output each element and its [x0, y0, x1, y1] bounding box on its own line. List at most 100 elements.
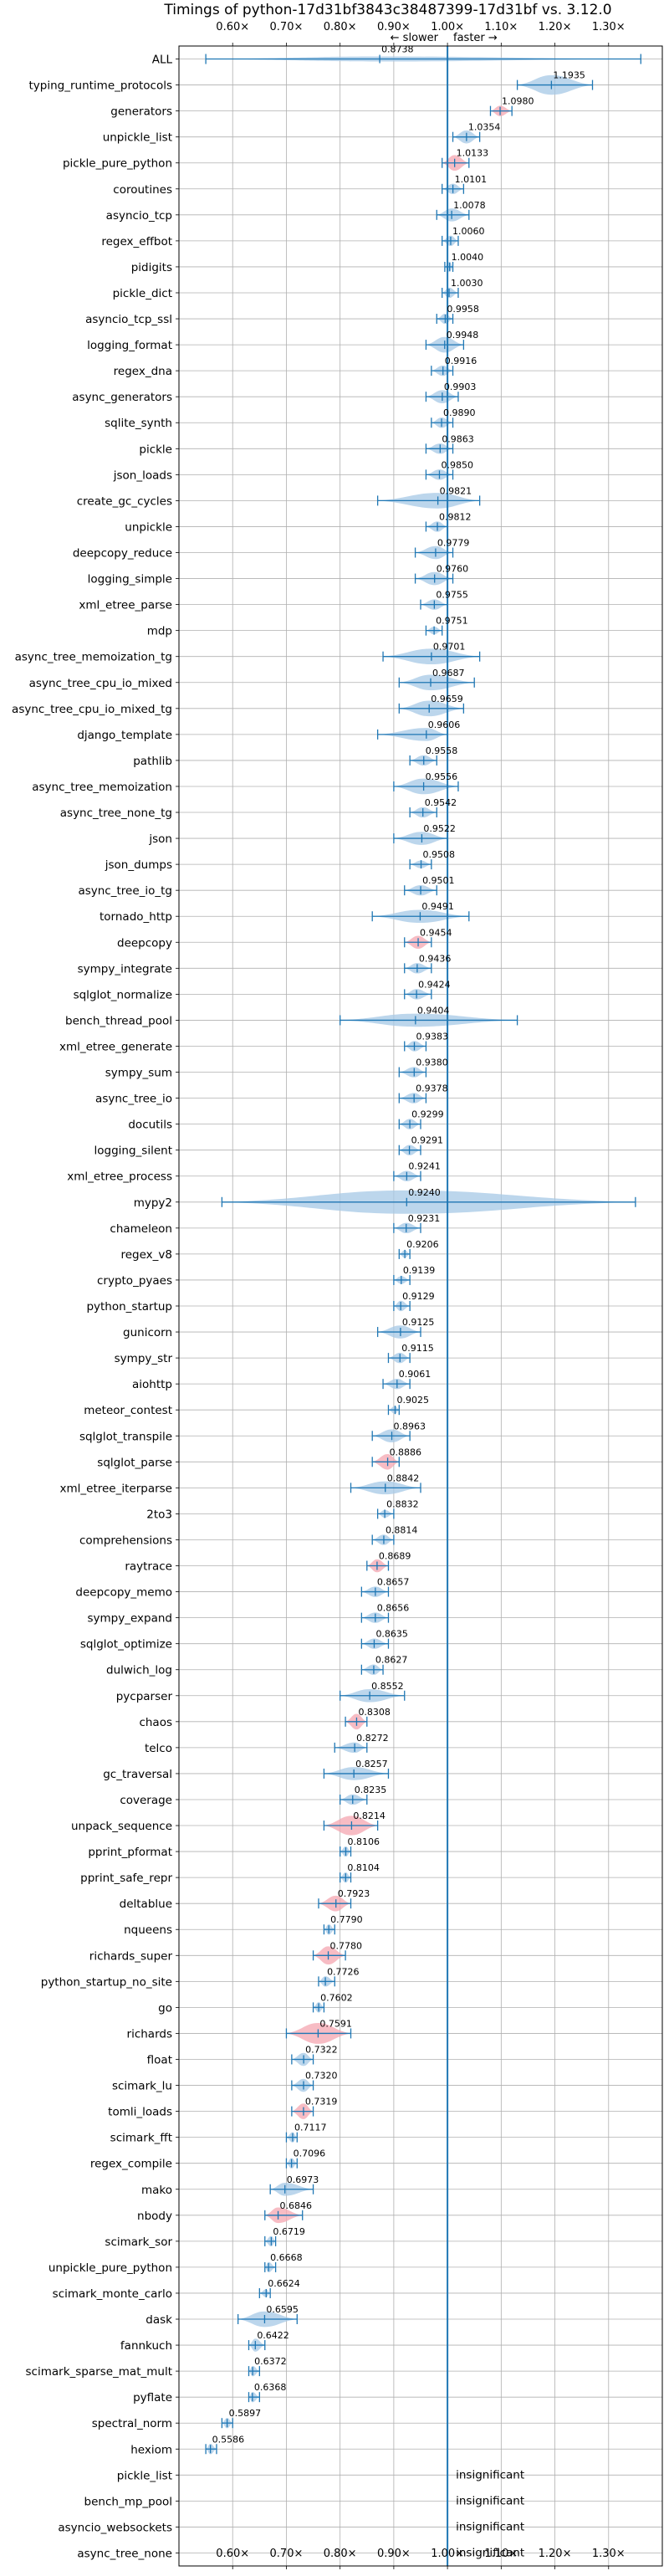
value-label: 0.7780 [330, 1940, 363, 1951]
benchmark-label: sqlglot_transpile [79, 1430, 172, 1443]
benchmark-label: sqlglot_normalize [74, 988, 172, 1001]
benchmark-label: tomli_loads [108, 2106, 172, 2119]
value-label: 0.8106 [347, 1836, 380, 1847]
benchmark-label: logging_silent [94, 1145, 172, 1158]
benchmark-label: deepcopy [117, 936, 172, 950]
value-label: 0.9501 [422, 875, 455, 886]
value-label: 0.6973 [287, 2174, 319, 2185]
benchmark-label: async_tree_none [77, 2547, 172, 2560]
x-tick-label-top: 0.80× [324, 21, 357, 33]
benchmark-label: deepcopy_memo [75, 1586, 172, 1600]
value-label: 0.9850 [441, 459, 473, 470]
value-label: 0.7726 [327, 1966, 360, 1977]
benchmark-label: regex_compile [90, 2158, 172, 2171]
value-label: 0.9863 [442, 433, 474, 444]
value-label: 0.7602 [320, 1992, 353, 2003]
value-label: 0.9821 [440, 485, 472, 496]
value-label: 0.9760 [437, 564, 469, 575]
benchmark-label: typing_runtime_protocols [29, 79, 173, 93]
value-label: 0.6846 [280, 2200, 313, 2211]
benchmark-label: pprint_safe_repr [80, 1872, 172, 1885]
value-label: 0.5897 [229, 2408, 262, 2419]
benchmark-label: xml_etree_parse [79, 599, 172, 612]
value-label: 0.9606 [428, 720, 461, 730]
value-label: 0.7923 [338, 1888, 370, 1899]
benchmark-label: asyncio_websockets [58, 2521, 172, 2534]
value-label: 0.8257 [355, 1759, 388, 1769]
benchmark-label: fannkuch [120, 2339, 172, 2353]
benchmark-label: nqueens [124, 1923, 172, 1937]
x-tick-label-top: 1.00× [431, 21, 464, 33]
value-label: 0.9659 [431, 694, 463, 704]
value-label: 0.8272 [356, 1733, 389, 1744]
violins [205, 46, 641, 2566]
benchmark-label: raytrace [125, 1560, 172, 1574]
benchmark-label: sqlglot_optimize [80, 1638, 172, 1652]
benchmark-label: sqlite_synth [105, 417, 172, 430]
value-label: 0.8635 [375, 1629, 408, 1640]
benchmark-label: async_tree_memoization_tg [15, 651, 172, 664]
benchmark-label: mdp [147, 625, 172, 638]
value-label: 0.7591 [319, 2018, 352, 2029]
value-label: 0.9240 [408, 1187, 441, 1198]
value-label: 0.9231 [408, 1213, 441, 1224]
value-label: 1.0101 [455, 174, 488, 185]
benchmark-label: unpickle [125, 520, 172, 534]
value-label: 0.6368 [254, 2382, 287, 2393]
benchmark-label: chameleon [110, 1222, 172, 1236]
value-label: 0.8657 [377, 1577, 410, 1588]
benchmark-label: regex_dna [114, 365, 172, 378]
benchmark-label: pickle [139, 443, 172, 456]
value-label: 0.6595 [266, 2304, 299, 2315]
benchmark-label: float [147, 2053, 172, 2066]
benchmark-label: django_template [77, 729, 172, 742]
value-label: 0.7320 [305, 2071, 338, 2082]
value-label: 0.7096 [294, 2148, 326, 2159]
value-label: 0.6624 [268, 2278, 300, 2289]
benchmark-label: sqlglot_parse [97, 1456, 172, 1469]
x-tick-label-top: 0.60× [216, 21, 249, 33]
benchmark-label: hexiom [130, 2443, 172, 2456]
benchmark-label: scimark_sor [105, 2235, 172, 2249]
x-tick-label-top: 1.10× [484, 21, 518, 33]
benchmark-label: bench_thread_pool [65, 1014, 172, 1027]
value-label: 0.8738 [381, 44, 414, 55]
value-label: 1.0078 [453, 200, 486, 211]
benchmark-label: create_gc_cycles [77, 494, 172, 508]
benchmark-label: pycparser [116, 1690, 173, 1703]
benchmark-label: unpickle_list [103, 131, 172, 145]
benchmark-label: regex_effbot [101, 235, 172, 248]
benchmark-label: 2to3 [146, 1508, 172, 1521]
plot-frame [178, 45, 663, 2567]
faster-label: faster → [453, 32, 498, 44]
benchmark-label: coverage [120, 1794, 172, 1807]
benchmark-label: coroutines [113, 183, 172, 197]
value-label: 0.9241 [408, 1161, 441, 1172]
value-label: 0.6372 [254, 2356, 287, 2367]
value-label: 0.9556 [426, 771, 458, 782]
insignificant-label: insignificant [456, 2546, 524, 2559]
benchmark-label: mypy2 [134, 1196, 172, 1210]
benchmark-label: ALL [152, 54, 173, 67]
value-label: 1.0060 [452, 226, 485, 237]
benchmark-label: unpack_sequence [71, 1820, 172, 1833]
x-tick-label-bottom: 0.70× [270, 2548, 304, 2560]
value-label: 0.9299 [411, 1109, 443, 1120]
benchmark-label: pathlib [133, 755, 172, 768]
x-tick-label-top: 0.70× [270, 21, 304, 33]
value-label: 1.0354 [468, 122, 501, 133]
benchmark-label: telco [145, 1742, 172, 1755]
benchmark-label: pyflate [133, 2391, 172, 2404]
benchmark-label: xml_etree_iterparse [60, 1482, 173, 1495]
chart-title: Timings of python-17d31bf3843c38487399-1… [163, 2, 611, 18]
value-label: 0.8832 [386, 1498, 419, 1509]
value-label: 1.0980 [502, 96, 534, 107]
value-label: 0.8235 [355, 1785, 387, 1795]
benchmark-label: chaos [139, 1716, 172, 1729]
value-label: 0.8627 [375, 1655, 408, 1666]
benchmark-label: regex_v8 [120, 1248, 172, 1262]
value-label: 0.9687 [432, 668, 465, 679]
benchmark-label: meteor_contest [84, 1404, 172, 1417]
value-label: 0.9383 [416, 1031, 447, 1042]
